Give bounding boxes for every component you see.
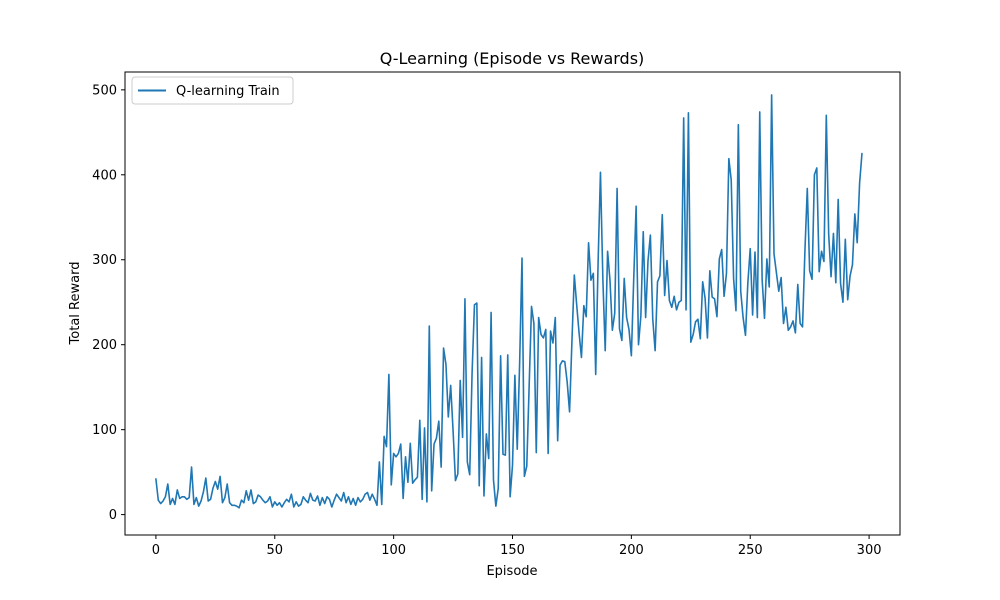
x-tick-label: 100	[381, 543, 406, 558]
series-line-0	[155, 94, 863, 509]
chart-title: Q-Learning (Episode vs Rewards)	[380, 49, 645, 68]
legend-label: Q-learning Train	[176, 84, 280, 99]
y-tick-label: 300	[92, 253, 117, 268]
y-tick-label: 0	[109, 508, 117, 523]
x-tick-label: 300	[857, 543, 882, 558]
y-tick-label: 100	[92, 423, 117, 438]
legend: Q-learning Train	[131, 76, 294, 105]
x-axis-ticks: 0 50 100 150 200 250 300	[152, 535, 882, 558]
x-tick-label: 200	[619, 543, 644, 558]
y-axis-label: Total Reward	[68, 262, 83, 346]
y-tick-label: 200	[92, 338, 117, 353]
x-tick-label: 50	[266, 543, 283, 558]
y-tick-label: 400	[92, 168, 117, 183]
y-axis-ticks: 0 100 200 300 400 500	[92, 83, 125, 523]
x-tick-label: 0	[152, 543, 160, 558]
x-tick-label: 250	[738, 543, 763, 558]
series-layer	[155, 94, 863, 509]
plot-frame	[124, 71, 901, 536]
x-tick-label: 150	[500, 543, 525, 558]
x-axis-label: Episode	[486, 564, 537, 579]
y-tick-label: 500	[92, 83, 117, 98]
legend-box	[131, 76, 294, 105]
